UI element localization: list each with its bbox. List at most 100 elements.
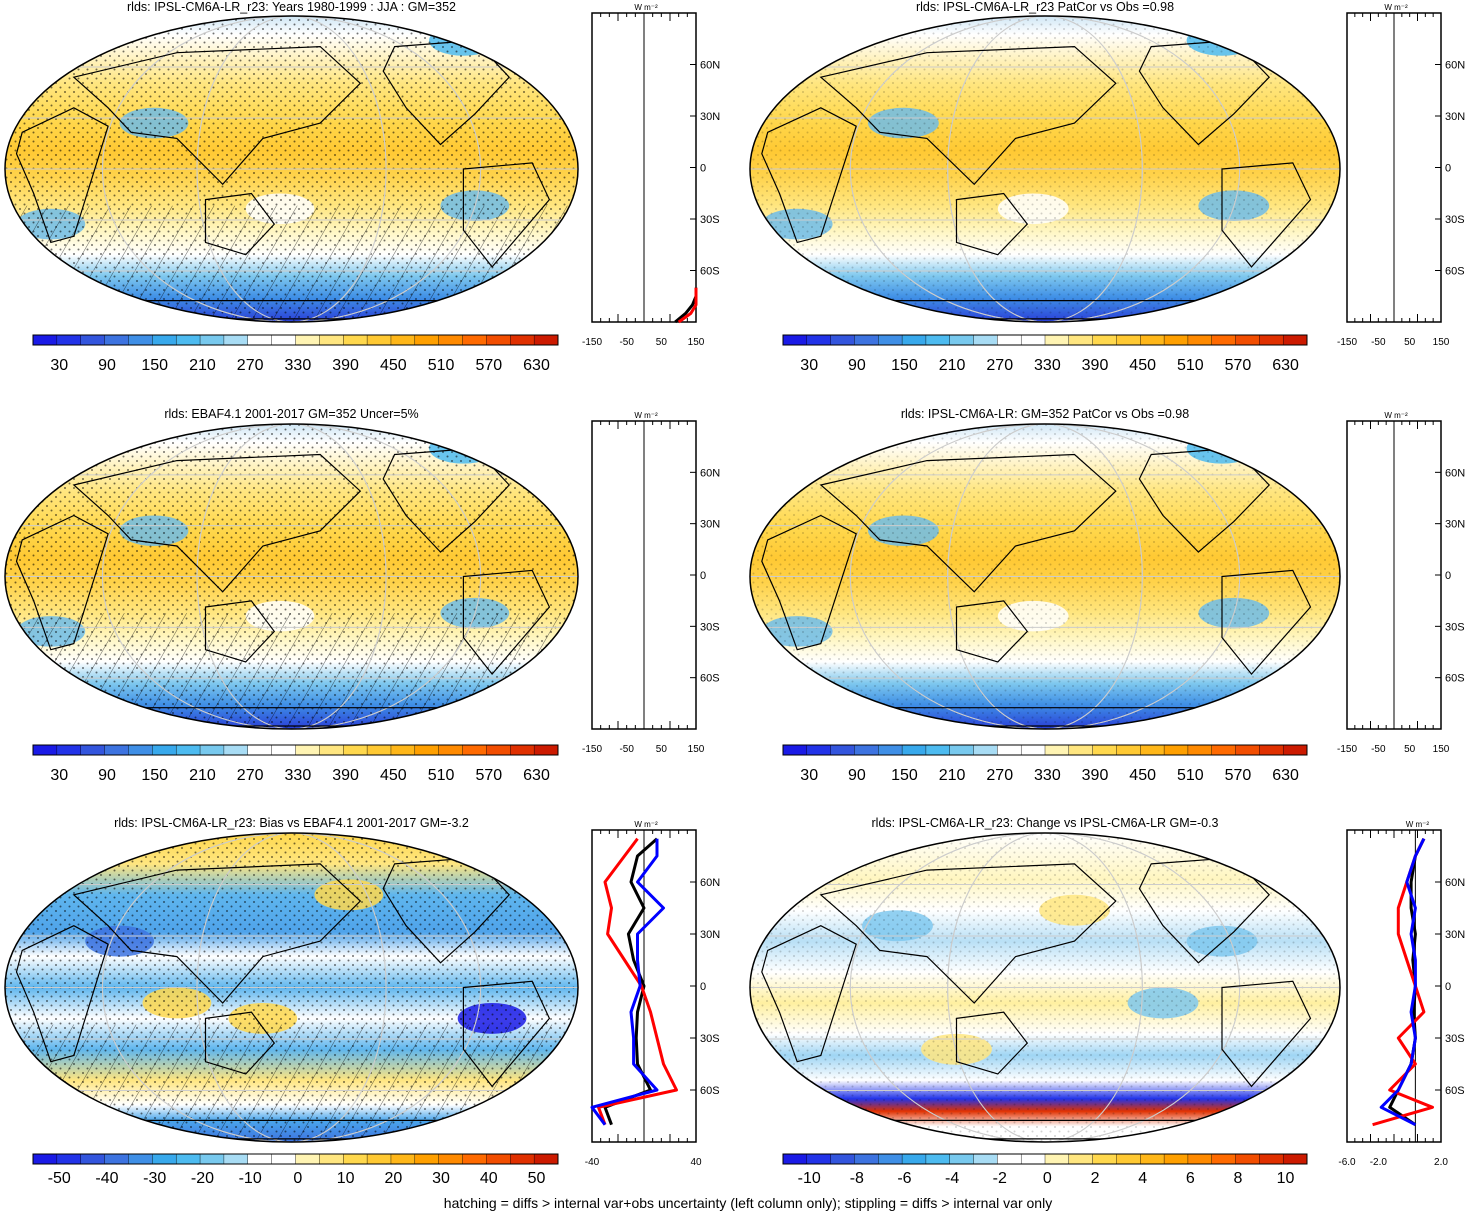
colorbar-swatch bbox=[462, 1153, 487, 1165]
colorbar-label: 4 bbox=[1138, 1170, 1147, 1187]
colorbar-label: -8 bbox=[850, 1170, 864, 1187]
colorbar-swatch bbox=[949, 1153, 975, 1165]
coast-eurasia bbox=[819, 863, 1117, 1004]
colorbar-label: 8 bbox=[1233, 1170, 1242, 1187]
coast-australia bbox=[204, 600, 276, 663]
coast-australia bbox=[204, 1011, 276, 1075]
profile-lat-label: 30S bbox=[700, 621, 720, 633]
colorbar-swatch bbox=[1020, 334, 1046, 346]
colorbar-swatch bbox=[32, 744, 58, 756]
colorbar-label: 30 bbox=[50, 767, 68, 784]
panel-p5: rlds: IPSL-CM6A-LR_r23: Bias vs EBAF4.1 … bbox=[4, 816, 720, 1187]
colorbar-label: 210 bbox=[189, 767, 216, 784]
colorbar-swatch bbox=[854, 744, 879, 756]
coast-eurasia bbox=[72, 45, 362, 186]
map-outline bbox=[4, 15, 579, 323]
colorbar-label: 90 bbox=[98, 767, 116, 784]
coast-south-america bbox=[462, 569, 551, 676]
profile-lat-label: 60N bbox=[700, 877, 720, 889]
colorbar-swatch bbox=[175, 334, 201, 346]
colorbar-swatch bbox=[1187, 744, 1213, 756]
map-outline bbox=[749, 15, 1341, 323]
profile-x-label: 50 bbox=[656, 337, 668, 348]
profile-x-label: 150 bbox=[688, 337, 705, 348]
colorbar-swatch bbox=[1163, 334, 1189, 346]
colorbar-frame bbox=[782, 334, 1308, 346]
colorbar-frame bbox=[32, 334, 559, 346]
profile-x-label: -6.0 bbox=[1338, 1157, 1356, 1168]
colorbar-swatch bbox=[997, 744, 1022, 756]
profile-unit: W m⁻² bbox=[634, 3, 658, 12]
panel-title: rlds: IPSL-CM6A-LR_r23: Change vs IPSL-C… bbox=[872, 816, 1219, 830]
colorbar-label: 270 bbox=[986, 767, 1013, 784]
colorbar-swatch bbox=[438, 744, 464, 756]
colorbar-label: 270 bbox=[986, 357, 1013, 374]
graticule-lon bbox=[849, 833, 1241, 1142]
colorbar-swatch bbox=[56, 744, 82, 756]
profile-lat-label: 30N bbox=[1445, 519, 1465, 531]
colorbar-label: 0 bbox=[1043, 1170, 1052, 1187]
colorbar-swatch bbox=[414, 1153, 440, 1165]
map-1 bbox=[750, 16, 1340, 322]
colorbar-swatch bbox=[1044, 1153, 1070, 1165]
colorbar-swatch bbox=[510, 744, 535, 756]
colorbar-label: 0 bbox=[293, 1170, 302, 1187]
colorbar-swatch bbox=[175, 744, 201, 756]
profile-lat-label: 30N bbox=[1445, 111, 1465, 123]
colorbar-swatch bbox=[486, 744, 511, 756]
colorbar-swatch bbox=[319, 1153, 344, 1165]
colorbar-swatch bbox=[925, 1153, 951, 1165]
profile-x-label: -50 bbox=[1371, 337, 1386, 348]
colorbar-label: 510 bbox=[1177, 357, 1204, 374]
colorbar-label: 630 bbox=[523, 767, 550, 784]
colorbar-swatch bbox=[56, 1153, 82, 1165]
colorbar-swatch bbox=[533, 744, 559, 756]
profile-unit: W m⁻² bbox=[1384, 411, 1408, 420]
colorbar-label: 390 bbox=[332, 357, 359, 374]
colorbar-swatch bbox=[1163, 744, 1189, 756]
colorbar-label: 150 bbox=[891, 767, 918, 784]
profile-lat-label: 0 bbox=[700, 163, 706, 175]
colorbar-label: 210 bbox=[939, 767, 966, 784]
colorbar-label: -6 bbox=[897, 1170, 911, 1187]
colorbar-swatch bbox=[486, 1153, 511, 1165]
colorbar-swatch bbox=[1068, 1153, 1094, 1165]
colorbar-swatch bbox=[806, 334, 832, 346]
colorbar-swatch bbox=[973, 744, 998, 756]
coast-south-america bbox=[462, 980, 551, 1088]
colorbar-swatch bbox=[997, 1153, 1022, 1165]
profile-series-red bbox=[677, 287, 698, 324]
colorbar-swatch bbox=[271, 744, 296, 756]
colorbar-label: 30 bbox=[800, 767, 818, 784]
colorbar-swatch bbox=[223, 744, 249, 756]
colorbar-label: 630 bbox=[523, 357, 550, 374]
colorbar-swatch bbox=[878, 334, 903, 346]
colorbar-swatch bbox=[949, 744, 975, 756]
colorbar-swatch bbox=[1020, 744, 1046, 756]
colorbar-swatch bbox=[271, 334, 296, 346]
colorbar-swatch bbox=[830, 744, 855, 756]
colorbar-swatch bbox=[1044, 744, 1070, 756]
colorbar-label: 390 bbox=[1082, 357, 1109, 374]
colorbar-label: -30 bbox=[143, 1170, 166, 1187]
colorbar-swatch bbox=[438, 1153, 464, 1165]
profile-lat-label: 0 bbox=[700, 570, 706, 582]
colorbar-swatch bbox=[949, 334, 975, 346]
colorbar-swatch bbox=[510, 334, 535, 346]
colorbar-swatch bbox=[878, 744, 903, 756]
colorbar-swatch bbox=[1259, 1153, 1284, 1165]
colorbar-swatch bbox=[390, 744, 416, 756]
coast-australia bbox=[204, 192, 276, 256]
hatching bbox=[5, 205, 578, 322]
coast-africa bbox=[15, 925, 109, 1063]
colorbar-swatch bbox=[80, 334, 106, 346]
colorbar-swatch bbox=[343, 334, 368, 346]
profile-lat-label: 0 bbox=[1445, 163, 1451, 175]
profile-lat-label: 0 bbox=[1445, 570, 1451, 582]
colorbar-swatch bbox=[1116, 334, 1141, 346]
profile-series-blue bbox=[1379, 838, 1426, 1127]
coast-eurasia bbox=[819, 453, 1117, 593]
colorbar-swatch bbox=[901, 334, 927, 346]
colorbar-swatch bbox=[1282, 334, 1308, 346]
colorbar-swatch bbox=[295, 744, 320, 756]
